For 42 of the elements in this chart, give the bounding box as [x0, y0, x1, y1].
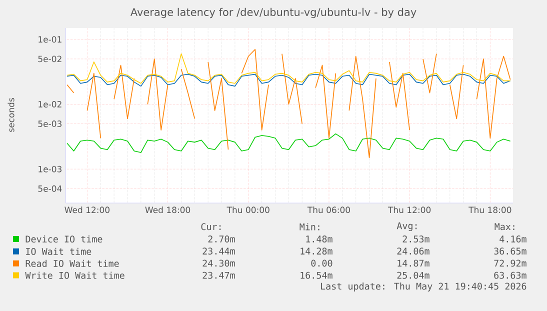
text: 16.54m: [300, 272, 332, 279]
x-tick-label: Wed 12:00: [64, 206, 110, 214]
text: 1.48m: [306, 236, 332, 242]
x-tick-label: Thu 12:00: [388, 206, 431, 214]
text: 36.65m: [494, 248, 526, 255]
chart-title: Average latency for /dev/ubuntu-vg/ubuntu-lv - by day: [130, 8, 416, 18]
legend-label: Read IO Wait time: [26, 260, 119, 267]
x-tick-label: Thu 18:00: [468, 206, 512, 214]
text: 14.28m: [300, 248, 332, 255]
text: 2.70m: [208, 236, 235, 242]
text: 0.00: [311, 260, 332, 267]
text: 63.63m: [494, 272, 526, 279]
legend-label: IO Wait time: [26, 248, 92, 255]
y-tick-label: 1e-03: [38, 166, 62, 172]
y-tick-label: 5e-04: [38, 185, 62, 192]
text: 24.06m: [397, 248, 430, 255]
y-tick-label: 5e-03: [38, 120, 62, 127]
text: Max:: [494, 223, 514, 230]
text: 25.04m: [397, 272, 430, 279]
text: 23.47m: [202, 272, 235, 279]
y-tick-label: 1e-02: [38, 101, 62, 108]
text: 72.92m: [494, 260, 526, 267]
text: 14.87m: [398, 260, 430, 267]
text: Last update: Thu May 21 19:40:45 2026: [320, 282, 526, 292]
text: 2.53m: [402, 236, 430, 242]
x-tick-label: Thu 06:00: [307, 206, 350, 214]
y-axis-title: seconds: [8, 98, 14, 132]
line-series: [66, 53, 511, 84]
text: Cur:: [201, 223, 221, 230]
text: 4.16m: [500, 236, 526, 242]
line-series: [66, 74, 511, 87]
legend-label: Write IO Wait time: [25, 272, 124, 279]
y-tick-label: 5e-02: [38, 56, 62, 62]
text: Min:: [300, 223, 320, 230]
text: Avg:: [396, 222, 417, 232]
y-tick-label: 1e-01: [38, 36, 62, 43]
line-series: [66, 133, 511, 153]
x-tick-label: Wed 18:00: [145, 206, 190, 214]
legend-label: Device IO time: [26, 235, 102, 243]
text: 23.44m: [202, 248, 235, 255]
x-tick-label: Thu 00:00: [226, 206, 270, 214]
text: 24.30m: [202, 260, 235, 267]
